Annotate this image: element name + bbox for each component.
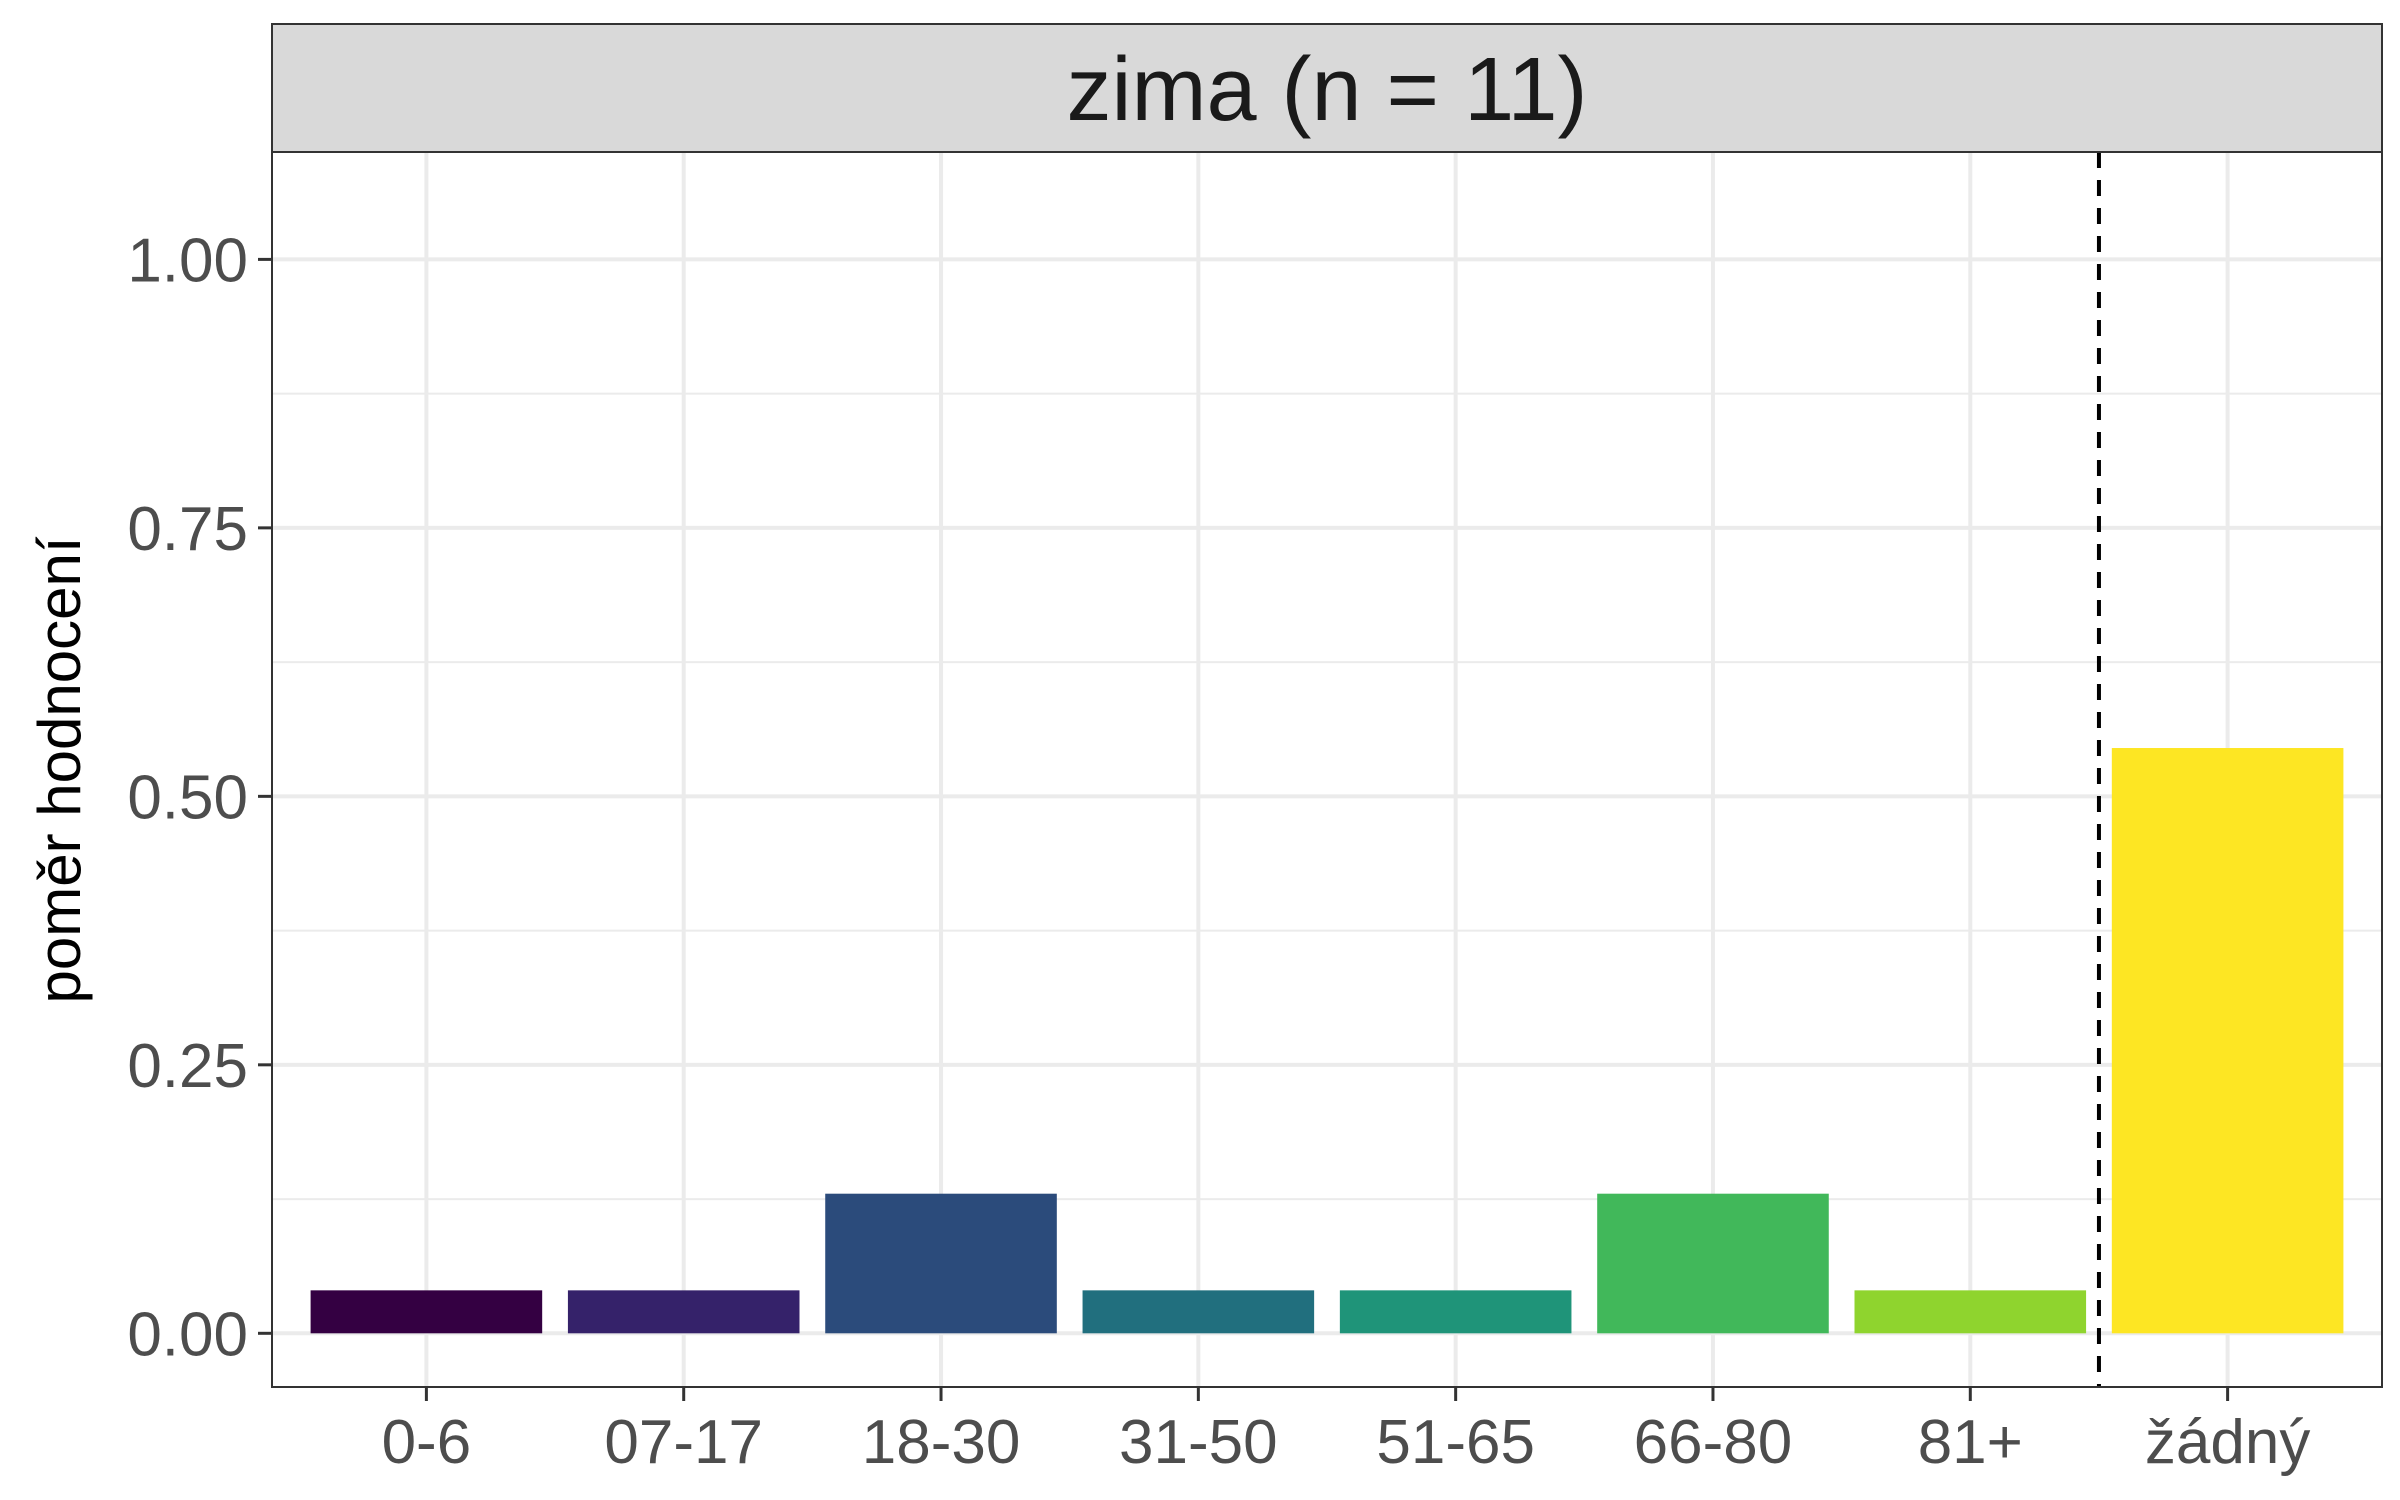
- facet-label: zima (n = 11): [1066, 40, 1587, 140]
- x-tick-label: 51-65: [1376, 1408, 1535, 1477]
- x-tick-label: 66-80: [1634, 1408, 1793, 1477]
- x-tick-label: 31-50: [1119, 1408, 1278, 1477]
- facet-strip: [271, 23, 2383, 153]
- y-tick-label: 0.50: [127, 763, 248, 832]
- y-tick-label: 0.75: [127, 495, 248, 564]
- bar: [310, 1290, 543, 1334]
- bar: [2111, 748, 2344, 1334]
- bar: [1339, 1290, 1572, 1334]
- y-axis: 0.00 0.25 0.50 0.75 1.00: [127, 226, 272, 1369]
- x-tick-label: 07-17: [604, 1408, 763, 1477]
- bar: [825, 1193, 1057, 1334]
- bar: [1082, 1290, 1315, 1334]
- grid-major: [272, 152, 2382, 1387]
- bar: [567, 1290, 800, 1334]
- x-tick-label: 81+: [1918, 1408, 2023, 1477]
- y-tick-label: 0.25: [127, 1032, 248, 1101]
- y-tick-label: 1.00: [127, 226, 248, 295]
- bar: [1597, 1193, 1829, 1334]
- x-tick-label: žádný: [2145, 1408, 2310, 1477]
- panel-background: [272, 152, 2382, 1387]
- x-tick-label: 0-6: [382, 1408, 472, 1477]
- y-axis-title: poměr hodnocení: [26, 536, 93, 1003]
- bar: [1854, 1290, 2087, 1334]
- y-tick-label: 0.00: [127, 1300, 248, 1369]
- x-axis: 0-6 07-17 18-30 31-50 51-65 66-80 81+ žádný: [382, 1387, 2310, 1477]
- x-tick-label: 18-30: [862, 1408, 1021, 1477]
- grid-minor: [272, 392, 2382, 1201]
- bars: [310, 748, 2344, 1334]
